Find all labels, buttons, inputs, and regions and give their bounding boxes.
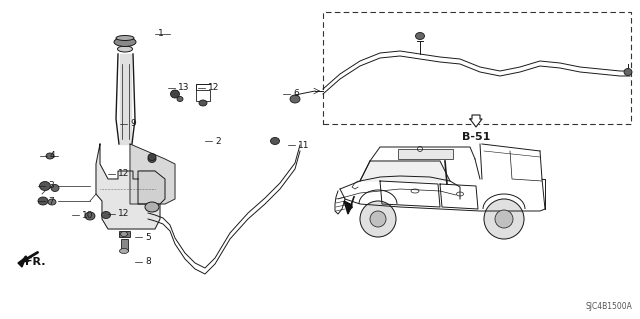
Text: 1: 1 bbox=[158, 29, 164, 39]
Ellipse shape bbox=[38, 197, 48, 205]
Circle shape bbox=[484, 199, 524, 239]
Text: FR.: FR. bbox=[25, 257, 45, 267]
Bar bbox=[119, 231, 130, 237]
Text: 5: 5 bbox=[145, 233, 151, 241]
Text: 4: 4 bbox=[50, 152, 56, 160]
Bar bbox=[196, 90, 210, 101]
Bar bbox=[121, 239, 128, 251]
Ellipse shape bbox=[120, 232, 127, 236]
Ellipse shape bbox=[116, 35, 134, 41]
Circle shape bbox=[495, 210, 513, 228]
Ellipse shape bbox=[148, 153, 156, 160]
Circle shape bbox=[360, 201, 396, 237]
Text: 12: 12 bbox=[208, 84, 220, 93]
Ellipse shape bbox=[148, 155, 156, 162]
Bar bbox=[398, 149, 453, 159]
Text: 12: 12 bbox=[118, 210, 129, 219]
Ellipse shape bbox=[51, 184, 59, 191]
Text: 11: 11 bbox=[298, 140, 310, 150]
Ellipse shape bbox=[48, 199, 56, 205]
Polygon shape bbox=[344, 201, 352, 214]
Text: 2: 2 bbox=[215, 137, 221, 145]
Polygon shape bbox=[138, 171, 165, 204]
Text: 10: 10 bbox=[82, 211, 93, 219]
Ellipse shape bbox=[177, 97, 183, 101]
Text: SJC4B1500A: SJC4B1500A bbox=[585, 302, 632, 311]
Ellipse shape bbox=[46, 153, 54, 159]
Ellipse shape bbox=[120, 249, 129, 254]
Text: 3: 3 bbox=[48, 182, 54, 190]
Polygon shape bbox=[130, 144, 175, 204]
Polygon shape bbox=[360, 161, 450, 181]
Ellipse shape bbox=[145, 202, 159, 212]
Ellipse shape bbox=[199, 100, 207, 106]
Ellipse shape bbox=[170, 90, 179, 98]
Ellipse shape bbox=[290, 95, 300, 103]
Text: 9: 9 bbox=[130, 120, 136, 129]
Ellipse shape bbox=[102, 211, 111, 219]
Ellipse shape bbox=[40, 182, 51, 190]
Text: 6: 6 bbox=[293, 90, 299, 99]
Text: B-51: B-51 bbox=[462, 132, 490, 142]
Bar bbox=[323, 12, 631, 124]
Ellipse shape bbox=[114, 38, 136, 47]
Circle shape bbox=[370, 211, 386, 227]
Ellipse shape bbox=[271, 137, 280, 145]
Polygon shape bbox=[96, 144, 160, 229]
Polygon shape bbox=[470, 115, 482, 127]
Text: 8: 8 bbox=[145, 257, 151, 266]
Ellipse shape bbox=[415, 33, 424, 40]
Ellipse shape bbox=[624, 69, 632, 76]
Text: 12: 12 bbox=[118, 169, 129, 179]
Polygon shape bbox=[18, 257, 26, 267]
Text: 13: 13 bbox=[178, 84, 189, 93]
Text: 7: 7 bbox=[48, 197, 54, 205]
Polygon shape bbox=[120, 54, 131, 144]
Ellipse shape bbox=[118, 46, 132, 52]
Ellipse shape bbox=[85, 212, 95, 220]
